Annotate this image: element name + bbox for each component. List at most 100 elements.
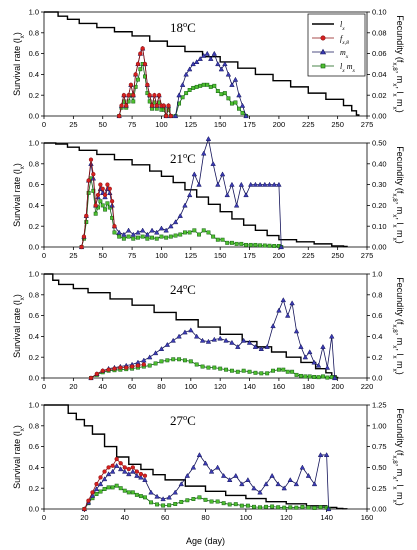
point-fx8 (93, 203, 98, 208)
point-mx (235, 343, 241, 349)
x-tick-label: 125 (185, 120, 198, 129)
point-lxmx (194, 84, 199, 89)
y-right-axis-label: Fecundity (fx,8, mx, lx mx) (392, 408, 406, 505)
x-tick-label: 50 (99, 251, 107, 260)
point-mx (220, 472, 227, 478)
point-lxmx (258, 505, 262, 510)
point-lxmx (227, 502, 232, 507)
y-left-tick-label: 1.0 (29, 139, 39, 148)
point-mx (196, 452, 203, 458)
point-mx (109, 468, 116, 474)
y-left-tick-label: 0.6 (29, 442, 39, 451)
point-lxmx (121, 236, 126, 241)
plot-frame (43, 11, 368, 117)
point-mx (289, 300, 295, 306)
point-fx8 (114, 456, 119, 462)
point-mx (311, 359, 317, 365)
point-fx8 (142, 61, 148, 67)
legend-label: mx (340, 48, 349, 60)
point-fx8 (94, 371, 100, 376)
point-lxmx (206, 230, 211, 235)
point-lxmx (248, 242, 253, 247)
x-tick-label: 50 (99, 120, 107, 129)
point-mx (163, 227, 169, 233)
point-lxmx (209, 499, 214, 504)
y-left-tick-label: 0.6 (29, 311, 39, 320)
point-mx (276, 181, 282, 187)
point-lxmx (154, 236, 159, 241)
point-mx (325, 506, 332, 512)
panel-0: 0 25 50 75 100 125 150 175 200 225 250 275 0.0 0.2 0.4… (12, 8, 405, 129)
point-lxmx (294, 372, 299, 377)
point-lxmx (252, 504, 256, 509)
point-mx (101, 476, 108, 482)
point-lxmx (136, 77, 140, 82)
point-mx (204, 50, 210, 56)
point-lxmx (285, 369, 290, 374)
x-tick-label: 160 (361, 513, 374, 522)
series-mx (81, 452, 332, 512)
point-mx (229, 181, 235, 187)
x-tick-label: 100 (155, 120, 168, 129)
point-fx8 (91, 172, 96, 177)
point-lxmx (105, 201, 110, 206)
point-lxmx (229, 368, 234, 373)
point-mx (190, 464, 197, 470)
point-mx (93, 486, 100, 492)
point-mx (183, 71, 189, 77)
point-lxmx (281, 367, 286, 372)
point-fx8 (117, 113, 122, 119)
point-lxmx (225, 240, 230, 245)
panel-title: 18oC (170, 19, 196, 35)
point-lxmx (229, 101, 234, 106)
point-mx (284, 312, 291, 318)
point-mx (182, 329, 188, 335)
point-lxmx (201, 228, 206, 233)
y-right-tick-label: 0.8 (372, 290, 382, 299)
point-lxmx (224, 367, 229, 372)
point-fx8 (118, 365, 123, 370)
point-fx8 (135, 363, 141, 368)
x-axis-label: Age (day) (186, 536, 225, 546)
legend-label: lx mx (340, 62, 356, 74)
point-mx (130, 231, 136, 237)
point-mx (225, 71, 232, 77)
x-tick-label: 40 (121, 513, 129, 522)
point-mx (116, 229, 122, 235)
point-fx8 (138, 51, 143, 56)
y-left-axis-label: Survival rate (lx) (12, 294, 26, 358)
point-mx (149, 227, 155, 233)
y-left-tick-label: 0.4 (29, 70, 39, 79)
point-lxmx (321, 374, 325, 379)
point-lxmx (98, 489, 103, 494)
point-lxmx (253, 370, 258, 375)
point-lxmx (240, 110, 245, 115)
point-mx (246, 339, 253, 345)
point-lxmx (239, 241, 244, 246)
point-lxmx (318, 505, 323, 510)
x-tick-label: 180 (302, 382, 315, 391)
y-left-tick-label: 0.8 (29, 421, 39, 430)
point-fx8 (106, 367, 111, 372)
x-tick-label: 100 (155, 251, 168, 260)
point-fx8 (102, 192, 108, 198)
point-fx8 (129, 364, 135, 369)
x-tick-label: 200 (273, 120, 286, 129)
point-lxmx (245, 503, 250, 508)
point-mx (164, 341, 171, 347)
point-lxmx (102, 487, 107, 491)
point-mx (134, 472, 140, 478)
point-mx (293, 328, 300, 334)
x-tick-label: 0 (42, 382, 46, 391)
legend-marker (320, 35, 326, 41)
point-mx (276, 307, 282, 313)
point-mx (138, 474, 144, 480)
point-mx (270, 323, 276, 329)
point-mx (264, 343, 270, 349)
point-mx (243, 192, 249, 198)
point-lxmx (208, 84, 213, 89)
series-lxmx (117, 62, 248, 118)
point-lxmx (282, 505, 287, 510)
x-tick-label: 75 (128, 251, 136, 260)
point-mx (331, 375, 338, 381)
